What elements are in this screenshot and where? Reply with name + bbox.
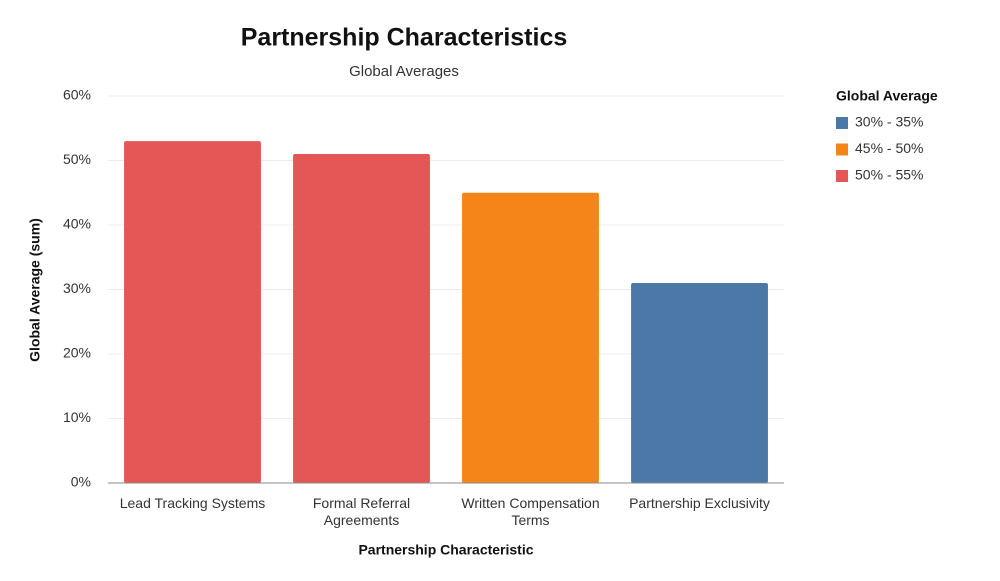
legend-label: 30% - 35% [855,114,923,130]
legend-swatch [836,170,848,182]
legend-swatch [836,117,848,129]
y-tick-label: 10% [63,409,91,425]
y-tick-label: 30% [63,280,91,296]
legend-title: Global Average [836,88,938,104]
bar [124,141,261,483]
y-axis-label: Global Average (sum) [27,218,43,362]
x-axis-label: Partnership Characteristic [358,542,533,558]
legend-label: 50% - 55% [855,167,923,183]
y-tick-label: 40% [63,216,91,232]
y-tick-label: 0% [71,474,91,490]
bar [462,192,599,483]
chart-title: Partnership Characteristics [241,24,568,52]
bar [293,154,430,484]
x-tick-label: Written Compensation Terms [461,495,600,528]
chart-subtitle: Global Averages [349,63,459,80]
y-tick-label: 20% [63,345,91,361]
x-tick-label: Partnership Exclusivity [629,495,770,511]
y-tick-label: 50% [63,151,91,167]
legend-swatch [836,143,848,156]
x-tick-label: Lead Tracking Systems [119,495,266,511]
legend-label: 45% - 50% [855,140,923,156]
bar [631,283,768,483]
x-tick-label: Formal Referral Agreements [312,495,411,528]
y-tick-label: 60% [63,87,91,103]
